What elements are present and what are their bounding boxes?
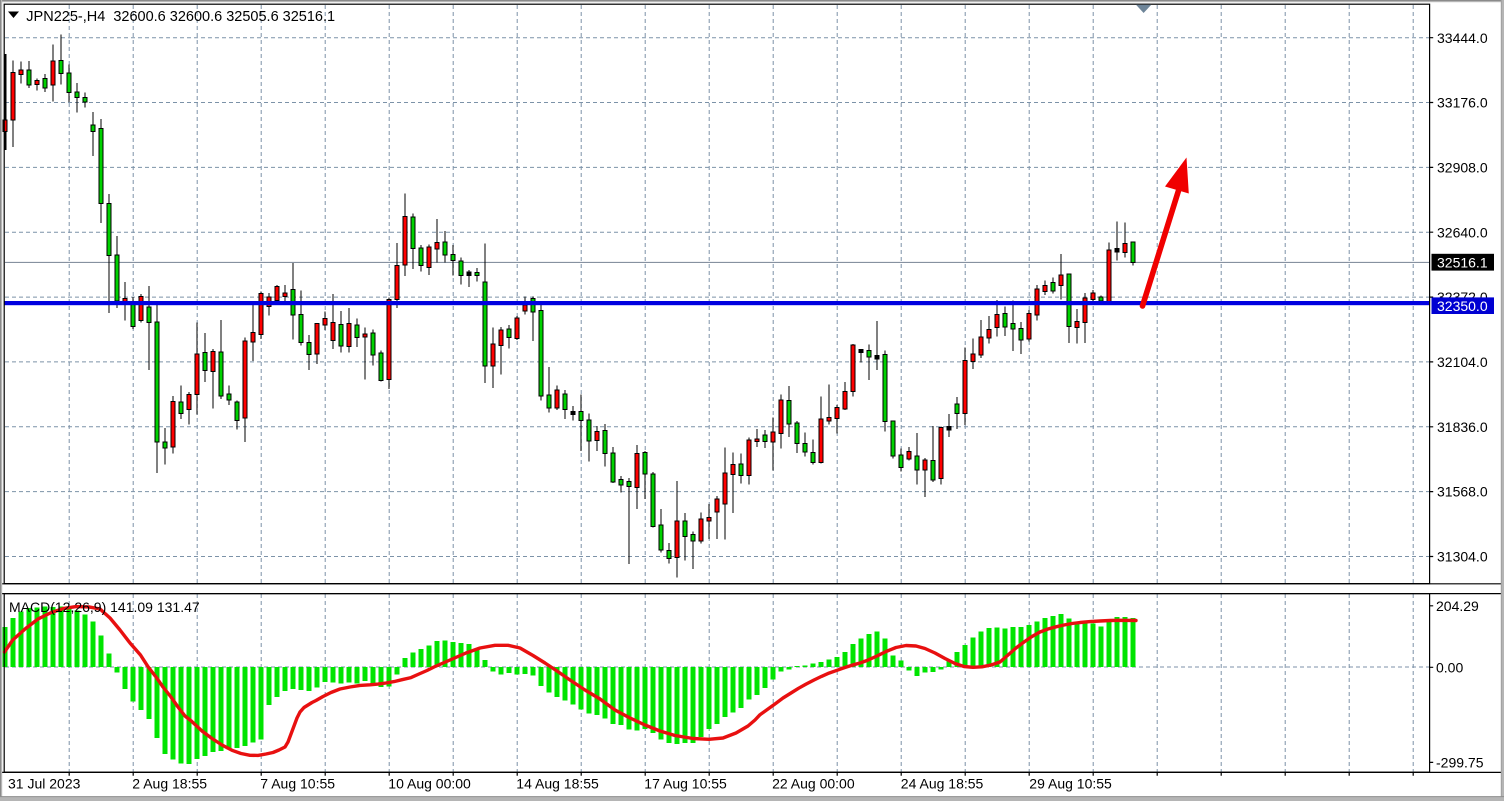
svg-text:31 Jul 2023: 31 Jul 2023 [8,776,81,792]
svg-text:MACD(12,26,9) 141.09 131.47: MACD(12,26,9) 141.09 131.47 [9,599,200,615]
svg-text:24 Aug 18:55: 24 Aug 18:55 [901,776,984,792]
svg-text:204.29: 204.29 [1436,598,1479,614]
svg-text:33444.0: 33444.0 [1437,30,1488,46]
svg-text:31568.0: 31568.0 [1437,484,1488,500]
svg-text:10 Aug 00:00: 10 Aug 00:00 [388,776,471,792]
svg-text:32104.0: 32104.0 [1437,354,1488,370]
svg-text:-299.75: -299.75 [1436,755,1484,771]
svg-text:32908.0: 32908.0 [1437,160,1488,176]
svg-text:0.00: 0.00 [1436,659,1463,675]
svg-text:33176.0: 33176.0 [1437,95,1488,111]
svg-text:31304.0: 31304.0 [1437,549,1488,565]
svg-text:2 Aug 18:55: 2 Aug 18:55 [132,776,207,792]
svg-text:22 Aug 00:00: 22 Aug 00:00 [772,776,855,792]
svg-text:32640.0: 32640.0 [1437,224,1488,240]
svg-text:31836.0: 31836.0 [1437,419,1488,435]
svg-text:17 Aug 10:55: 17 Aug 10:55 [644,776,727,792]
svg-text:32516.1: 32516.1 [1437,254,1488,270]
svg-text:14 Aug 18:55: 14 Aug 18:55 [516,776,599,792]
svg-text:JPN225-,H4 32600.6 32600.6 32: JPN225-,H4 32600.6 32600.6 32505.6 32516… [26,9,335,25]
svg-text:32350.0: 32350.0 [1437,298,1488,314]
svg-text:29 Aug 10:55: 29 Aug 10:55 [1029,776,1112,792]
svg-text:7 Aug 10:55: 7 Aug 10:55 [260,776,335,792]
